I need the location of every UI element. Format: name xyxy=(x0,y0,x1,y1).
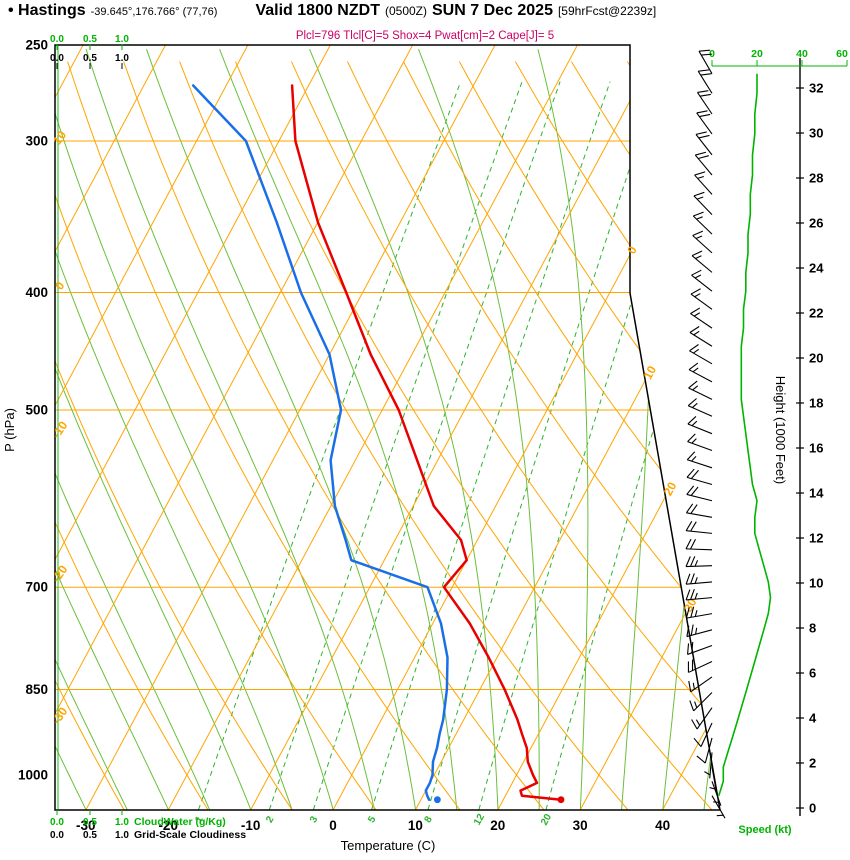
svg-text:10: 10 xyxy=(50,128,69,147)
svg-text:300: 300 xyxy=(25,134,48,149)
svg-text:0.0: 0.0 xyxy=(50,817,64,828)
svg-text:40: 40 xyxy=(655,818,670,833)
svg-text:30: 30 xyxy=(681,596,700,615)
svg-text:0.5: 0.5 xyxy=(83,817,97,828)
svg-text:16: 16 xyxy=(809,441,823,456)
svg-text:6: 6 xyxy=(809,666,816,681)
svg-text:0.0: 0.0 xyxy=(50,34,64,45)
forecast-reference: [59hrFcst@2239z] xyxy=(557,4,657,18)
svg-text:1.0: 1.0 xyxy=(115,53,129,64)
svg-text:-10: -10 xyxy=(49,418,71,441)
svg-text:10: 10 xyxy=(641,363,660,382)
svg-text:Grid-Scale Cloudiness: Grid-Scale Cloudiness xyxy=(134,829,246,841)
svg-text:20: 20 xyxy=(539,812,554,828)
svg-text:0.5: 0.5 xyxy=(83,34,97,45)
svg-text:0: 0 xyxy=(329,818,337,833)
svg-text:P (hPa): P (hPa) xyxy=(2,408,17,452)
station-name: • Hastings xyxy=(8,2,86,19)
svg-text:-20: -20 xyxy=(158,818,178,833)
dewpoint-curve xyxy=(191,84,449,801)
svg-text:0.5: 0.5 xyxy=(83,53,97,64)
svg-text:40: 40 xyxy=(796,48,808,60)
svg-text:0: 0 xyxy=(624,244,640,257)
svg-text:700: 700 xyxy=(25,580,48,595)
stats-line: Plcl=796 Tlcl[C]=5 Shox=4 Pwat[cm]=2 Cap… xyxy=(295,30,555,42)
svg-text:0.5: 0.5 xyxy=(83,830,97,841)
svg-text:26: 26 xyxy=(809,216,823,231)
svg-text:5: 5 xyxy=(366,814,379,825)
svg-text:2: 2 xyxy=(264,814,277,825)
svg-text:Height (1000 Feet): Height (1000 Feet) xyxy=(773,376,788,484)
svg-text:30: 30 xyxy=(809,126,823,141)
svg-text:0: 0 xyxy=(809,801,816,816)
wind-barbs xyxy=(685,49,726,819)
valid-time-utc: (0500Z) xyxy=(384,4,427,18)
svg-text:Temperature (C): Temperature (C) xyxy=(341,838,436,853)
svg-text:32: 32 xyxy=(809,81,823,96)
valid-date: SUN 7 Dec 2025 xyxy=(432,2,553,19)
svg-text:0.0: 0.0 xyxy=(50,53,64,64)
svg-text:-10: -10 xyxy=(241,818,261,833)
svg-text:8: 8 xyxy=(423,814,436,825)
svg-text:14: 14 xyxy=(809,486,824,501)
svg-text:850: 850 xyxy=(25,682,48,697)
svg-text:20: 20 xyxy=(661,479,680,498)
wind-speed-curve xyxy=(718,73,772,796)
svg-text:500: 500 xyxy=(25,403,48,418)
svg-text:1: 1 xyxy=(193,814,206,825)
svg-text:1.0: 1.0 xyxy=(115,817,129,828)
surface-dewpoint-dot xyxy=(433,796,441,804)
svg-text:CloudWater (g/Kg): CloudWater (g/Kg) xyxy=(134,816,226,828)
plot-frame xyxy=(54,44,721,811)
svg-text:20: 20 xyxy=(809,351,823,366)
svg-text:1.0: 1.0 xyxy=(115,34,129,45)
svg-text:12: 12 xyxy=(472,812,487,828)
sounding-curves xyxy=(191,84,565,804)
svg-text:12: 12 xyxy=(809,531,823,546)
svg-text:-30: -30 xyxy=(76,818,96,833)
svg-text:0.0: 0.0 xyxy=(50,830,64,841)
svg-text:4: 4 xyxy=(809,711,817,726)
svg-text:10: 10 xyxy=(809,576,823,591)
svg-text:Speed (kt): Speed (kt) xyxy=(738,824,792,836)
svg-text:2: 2 xyxy=(809,756,816,771)
svg-text:20: 20 xyxy=(490,818,505,833)
svg-text:250: 250 xyxy=(25,38,48,53)
svg-text:28: 28 xyxy=(809,171,823,186)
svg-text:3: 3 xyxy=(308,814,321,825)
svg-text:8: 8 xyxy=(809,621,816,636)
svg-text:1.0: 1.0 xyxy=(115,830,129,841)
chart-title: • Hastings -39.645°,176.766° (77,76) Val… xyxy=(8,2,848,20)
svg-text:-20: -20 xyxy=(49,562,71,585)
skewt-grid xyxy=(55,45,720,810)
station-coords: -39.645°,176.766° (77,76) xyxy=(90,6,218,18)
svg-text:24: 24 xyxy=(809,261,824,276)
cloud-scales: 0.0 0.0 0.0 0.0 0.5 0.5 0.5 0.5 1.0 1.0 1.0 1.0 Clou… xyxy=(50,34,246,841)
surface-temperature-dot xyxy=(557,796,565,804)
svg-text:-30: -30 xyxy=(49,704,71,727)
svg-text:22: 22 xyxy=(809,306,823,321)
svg-text:60: 60 xyxy=(836,48,848,60)
svg-text:30: 30 xyxy=(573,818,588,833)
svg-text:400: 400 xyxy=(25,285,48,300)
valid-time-label: Valid 1800 NZDT xyxy=(255,2,380,19)
svg-text:1000: 1000 xyxy=(18,768,48,783)
svg-text:20: 20 xyxy=(751,48,763,60)
svg-text:18: 18 xyxy=(809,396,823,411)
temperature-curve xyxy=(290,84,563,801)
svg-text:10: 10 xyxy=(408,818,423,833)
